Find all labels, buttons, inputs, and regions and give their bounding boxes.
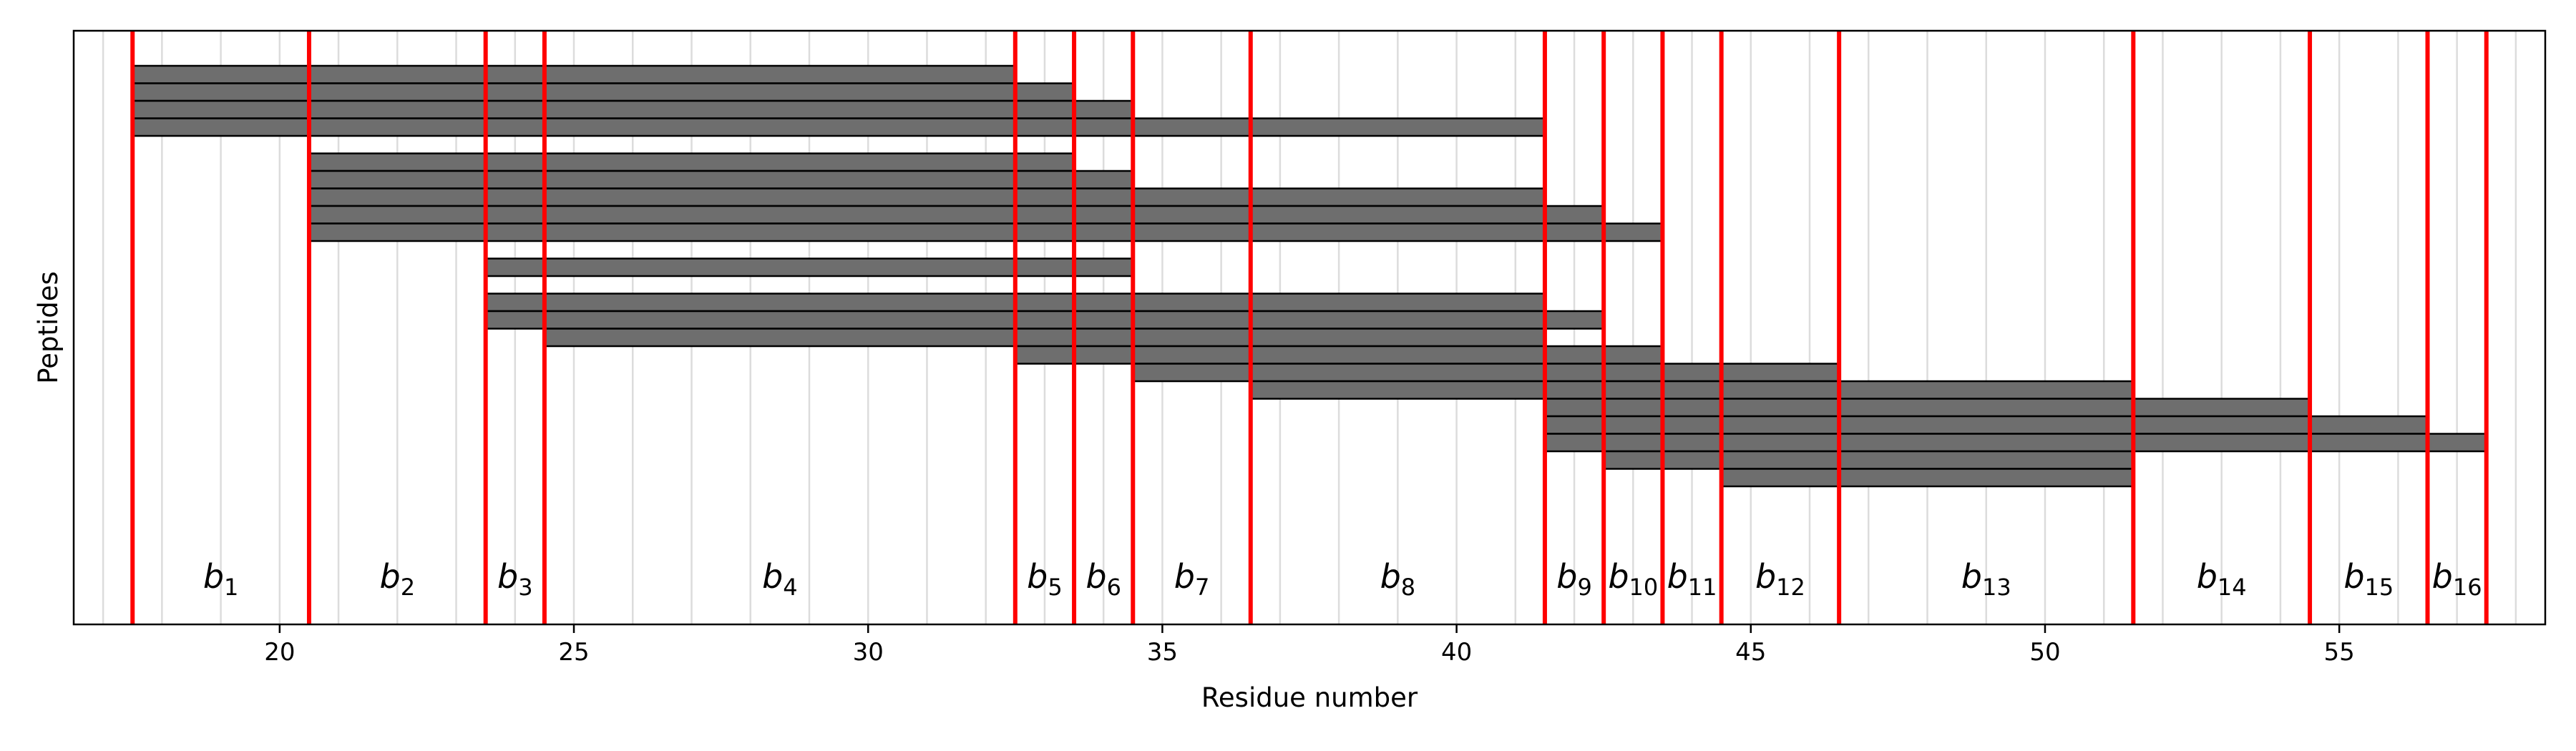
plot-frame — [72, 29, 2547, 626]
peptide-bar — [131, 82, 1075, 102]
block-label: b10 — [1608, 557, 1658, 601]
peptide-bar — [484, 310, 1605, 330]
x-tick-label: 40 — [1441, 638, 1472, 667]
peptide-bar — [1602, 450, 2135, 470]
x-tick-label: 50 — [2029, 638, 2060, 667]
peptide-bar — [308, 222, 1664, 242]
y-axis-label: Peptides — [33, 271, 64, 384]
x-tick-label: 55 — [2324, 638, 2355, 667]
block-label: b15 — [2343, 557, 2394, 601]
block-label: b9 — [1556, 557, 1592, 601]
block-label: b12 — [1755, 557, 1805, 601]
peptide-bar — [131, 64, 1017, 84]
peptide-bar — [1543, 398, 2311, 418]
peptide-bar — [308, 170, 1134, 190]
block-label: b4 — [762, 557, 798, 601]
peptide-bar — [1132, 363, 1840, 383]
block-label: b5 — [1027, 557, 1063, 601]
x-tick-label: 20 — [264, 638, 295, 667]
block-label: b1 — [203, 557, 239, 601]
x-axis-ticks: 20 25 30 35 40 45 50 55 — [264, 624, 2355, 667]
peptide-bar — [1249, 380, 2135, 400]
peptide-bar — [484, 257, 1134, 278]
peptide-bar — [131, 99, 1134, 119]
peptide-bar — [308, 152, 1075, 172]
x-tick-label: 35 — [1147, 638, 1178, 667]
peptide-bar — [308, 187, 1546, 207]
block-label: b2 — [380, 557, 416, 601]
x-tick-label: 25 — [558, 638, 589, 667]
block-label: b6 — [1085, 557, 1121, 601]
peptide-bar — [1014, 345, 1664, 365]
x-tick-label: 30 — [853, 638, 884, 667]
peptide-bar — [1543, 433, 2488, 453]
peptide-bar — [131, 117, 1546, 137]
x-tick-label: 45 — [1735, 638, 1766, 667]
peptide-bar — [1543, 415, 2429, 435]
peptide-bar — [308, 205, 1605, 225]
block-label: b3 — [497, 557, 533, 601]
x-axis-label: Residue number — [1201, 682, 1418, 713]
block-boundaries — [130, 31, 2489, 624]
block-label: b7 — [1174, 557, 1210, 601]
peptide-bar — [1720, 468, 2135, 488]
block-label: b8 — [1380, 557, 1416, 601]
peptide-bar — [543, 328, 1546, 348]
